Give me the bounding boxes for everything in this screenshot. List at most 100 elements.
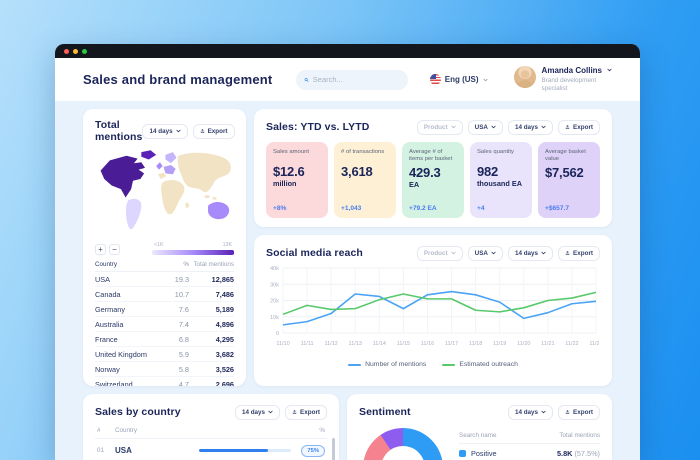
stat-card-label: # of transactions [341,149,385,155]
table-row: USA 19.3 12,865 [95,272,234,288]
map-africa [161,180,185,215]
series-line [282,290,597,326]
country-dropdown[interactable]: USA [467,119,503,135]
period-dropdown[interactable]: 14 days [507,245,554,261]
scrollbar[interactable] [332,438,335,460]
search-icon [304,77,309,82]
period-dropdown[interactable]: 14 days [234,404,281,420]
export-icon [565,251,570,255]
x-tick-label: 11/13 [349,341,362,347]
export-button[interactable]: Export [285,404,327,420]
sentiment-table-body: Positive 5.8K (57.5%) [459,444,600,460]
percent-cell: 6.8 [178,334,189,344]
export-button[interactable]: Export [558,245,600,261]
table-row: 01 USA 75% [95,439,327,460]
us-flag-icon [429,74,441,85]
chevron-down-icon [175,129,181,133]
stat-card-unit: EA [409,179,420,189]
legend-label: Number of mentions [365,361,427,368]
percent-cell: 5.8 [178,364,189,374]
x-tick-label: 11/11 [301,341,314,347]
map-south-america [125,198,142,230]
sentiment-table-header: Search name Total mentions [459,432,600,444]
user-menu[interactable]: Amanda Collins Brand development special… [513,65,612,94]
country-cell: USA [95,274,111,284]
table-row: Australia 7.4 4,896 [95,317,234,333]
chevron-down-icon [541,410,546,414]
language-selector[interactable]: Eng (US) [429,74,488,85]
sentiment-value: 5.8K (57.5%) [556,448,600,458]
map-scandinavia [165,152,177,164]
x-tick-label: 11/10 [276,341,289,347]
user-role: Brand development specialist [541,76,597,93]
stat-card-delta: +79.2 EA [409,205,437,212]
stat-card-label: Sales amount [273,149,310,155]
map-color-legend: <1K 13K [152,242,234,255]
window-close-button[interactable] [64,48,69,54]
table-row: Norway 5.8 3,526 [95,362,234,378]
series-line [282,291,597,316]
sentiment-share: (57.5%) [574,448,600,458]
product-dropdown[interactable]: Product [416,119,463,135]
x-tick-label: 11/19 [493,341,506,347]
total-mentions-panel: Total mentions 14 days Export [83,109,246,386]
stat-card-unit: thousand EA [477,179,522,188]
mentions-cell: 3,682 [215,349,234,359]
window-minimize-button[interactable] [73,48,78,54]
stat-card-delta: +$657.7 [545,205,570,212]
map-uk [156,162,163,170]
sentiment-panel: Sentiment 14 days Export [347,394,612,460]
progress-bar [199,449,292,452]
gradient-bar [152,250,234,255]
table-row: Switzerland 4.7 2,696 [95,377,234,386]
total-mentions-title: Total mentions [95,119,143,143]
period-dropdown[interactable]: 14 days [507,404,554,420]
chevron-down-icon [491,125,496,129]
world-map-choropleth[interactable] [95,147,234,235]
map-asia [177,152,231,193]
mentions-cell: 5,189 [215,304,234,314]
search-field[interactable] [312,75,393,84]
stat-card: Sales quantity 982 thousand EA +4 [470,142,532,218]
x-tick-label: 11/14 [373,341,386,347]
stat-card-value: $7,562 [545,164,584,180]
y-tick-label: 20k [270,299,279,305]
chevron-down-icon [541,251,546,255]
product-dropdown[interactable]: Product [416,245,463,261]
stat-card-value: $12.6 [273,164,305,179]
country-cell: France [95,334,118,344]
export-icon [292,410,297,414]
dashboard: Total mentions 14 days Export [55,101,640,460]
export-button[interactable]: Export [558,404,600,420]
country-dropdown[interactable]: USA [467,245,503,261]
rank-cell: 01 [97,447,105,454]
table-row: Germany 7.6 5,189 [95,302,234,318]
mentions-cell: 12,865 [211,274,234,284]
sentiment-table: Search name Total mentions Positive 5.8K … [459,428,600,460]
search-input[interactable] [295,69,408,90]
map-central-europe [163,165,176,175]
x-tick-label: 11/12 [324,341,337,347]
progress-fill [199,449,269,452]
export-button[interactable]: Export [558,119,600,135]
period-dropdown[interactable]: 14 days [142,123,188,139]
country-cell: USA [115,446,132,455]
stat-card-label: Sales quantity [477,149,515,155]
export-icon [200,129,204,133]
percent-cell: 7.6 [178,304,189,314]
page-title: Sales and brand management [83,72,273,87]
table-row: France 6.8 4,295 [95,332,234,348]
export-icon [565,410,570,414]
percent-cell: 5.9 [178,349,189,359]
chevron-down-icon [607,68,612,72]
period-dropdown[interactable]: 14 days [507,119,554,135]
stat-card-delta: +8% [273,205,287,212]
mentions-table-header: Country % Total mentions [95,261,234,273]
legend-label: Estimated outreach [459,361,518,368]
map-zoom-out-button[interactable]: − [109,244,120,255]
export-button[interactable]: Export [192,123,235,139]
stat-card: Average basket value $7,562 +$657.7 [538,142,600,218]
window-maximize-button[interactable] [82,48,87,54]
user-name: Amanda Collins [541,65,602,75]
map-zoom-in-button[interactable]: + [95,244,106,255]
